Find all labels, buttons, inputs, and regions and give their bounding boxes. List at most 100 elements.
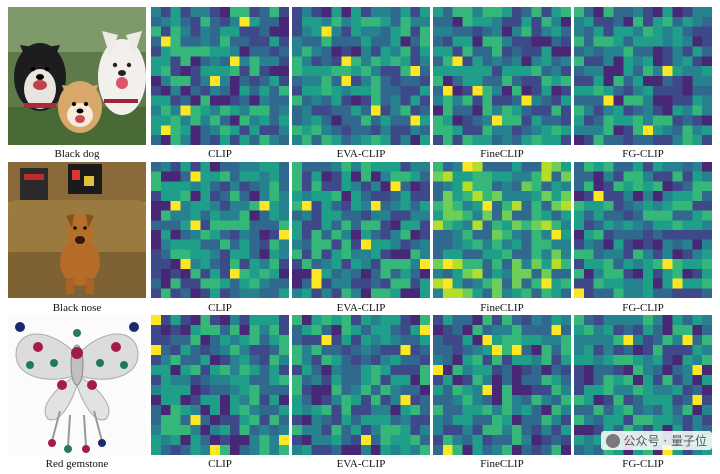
heatmap-cell: [200, 191, 211, 201]
heatmap-cell: [672, 230, 683, 240]
heatmap-cell: [259, 95, 270, 106]
heatmap-cell: [593, 95, 604, 106]
heatmap-cell: [239, 375, 250, 385]
heatmap-cell: [433, 435, 443, 445]
heatmap-cell: [452, 405, 463, 415]
heatmap-cell: [662, 66, 673, 76]
heatmap-cell: [249, 335, 260, 345]
heatmap-cell: [531, 395, 542, 405]
heatmap-cell: [643, 26, 653, 37]
heatmap-cell: [380, 210, 391, 221]
heatmap-cell: [151, 220, 161, 230]
heatmap-cell: [259, 162, 270, 172]
heatmap-cell: [521, 191, 532, 201]
heatmap-cell: [531, 405, 542, 415]
heatmap-cell: [433, 105, 443, 116]
heatmap-cell: [259, 105, 270, 116]
heatmap-cell: [702, 46, 712, 57]
heatmap-cell: [420, 46, 430, 57]
heatmap-cell: [462, 76, 473, 86]
heatmap-cell: [190, 445, 201, 455]
heatmap-cell: [702, 171, 712, 182]
heatmap-cell: [531, 259, 542, 269]
heatmap-cell: [380, 445, 391, 455]
heatmap-cell: [482, 288, 493, 298]
heatmap-cell: [210, 385, 220, 395]
heatmap-cell: [229, 56, 240, 67]
heatmap-cell: [574, 365, 584, 375]
heatmap-cell: [511, 278, 522, 289]
heatmap-cell: [561, 325, 571, 335]
heatmap-cell: [502, 16, 512, 27]
heatmap-cell: [643, 249, 653, 260]
heatmap-cell: [361, 115, 371, 126]
heatmap-cell: [249, 115, 260, 126]
heatmap-cell: [160, 425, 171, 435]
heatmap-cell: [492, 105, 502, 116]
heatmap-cell: [311, 365, 322, 375]
heatmap-cell: [613, 259, 624, 269]
heatmap-cell: [279, 288, 289, 298]
heatmap-cell: [574, 325, 584, 335]
heatmap-cell: [190, 200, 201, 211]
heatmap-cell: [269, 415, 280, 425]
heatmap-cell: [583, 200, 594, 211]
heatmap-cell: [331, 125, 342, 136]
heatmap-cell: [583, 425, 594, 435]
heatmap-cell: [351, 36, 361, 47]
heatmap-cell: [220, 445, 230, 455]
heatmap-cell: [442, 115, 453, 126]
heatmap-cell: [190, 435, 201, 445]
heatmap-cell: [652, 16, 663, 27]
heatmap-cell: [633, 365, 643, 375]
heatmap-cell: [380, 435, 391, 445]
heatmap-cell: [351, 210, 361, 221]
heatmap-cell: [170, 200, 181, 211]
heatmap-cell: [390, 230, 401, 240]
heatmap-cell: [702, 249, 712, 260]
heatmap-cell: [390, 278, 401, 289]
heatmap-cell: [331, 325, 342, 335]
heatmap-cell: [200, 171, 211, 182]
heatmap-cell: [623, 445, 634, 455]
heatmap-cell: [502, 66, 512, 76]
heatmap-black-nose-eva-clip: [292, 162, 430, 298]
heatmap-cell: [442, 26, 453, 37]
heatmap-cell: [482, 162, 493, 172]
heatmap-cell: [321, 385, 332, 395]
heatmap-cell: [561, 249, 571, 260]
heatmap-cell: [633, 46, 643, 57]
heatmap-cell: [229, 415, 240, 425]
heatmap-cell: [633, 200, 643, 211]
heatmap-cell: [220, 181, 230, 192]
heatmap-cell: [682, 288, 693, 298]
heatmap-cell: [410, 268, 421, 279]
heatmap-cell: [521, 249, 532, 260]
heatmap-cell: [442, 191, 453, 201]
heatmap-cell: [472, 115, 483, 126]
heatmap-cell: [400, 395, 411, 405]
heatmap-cell: [380, 220, 391, 230]
heatmap-cell: [662, 162, 673, 172]
heatmap-cell: [151, 76, 161, 86]
heatmap-cell: [311, 191, 322, 201]
heatmap-cell: [433, 7, 443, 17]
heatmap-cell: [380, 259, 391, 269]
heatmap-cell: [541, 355, 552, 365]
heatmap-cell: [269, 191, 280, 201]
heatmap-cell: [331, 239, 342, 250]
heatmap-cell: [321, 105, 332, 116]
heatmap-cell: [593, 325, 604, 335]
heatmap-cell: [702, 95, 712, 106]
heatmap-cell: [511, 365, 522, 375]
heatmap-cell: [170, 375, 181, 385]
heatmap-cell: [583, 365, 594, 375]
heatmap-cell: [593, 405, 604, 415]
heatmap-cell: [170, 26, 181, 37]
heatmap-cell: [321, 278, 332, 289]
heatmap-cell: [210, 405, 220, 415]
heatmap-cell: [652, 220, 663, 230]
heatmap-cell: [462, 395, 473, 405]
heatmap-cell: [180, 288, 191, 298]
heatmap-cell: [561, 162, 571, 172]
